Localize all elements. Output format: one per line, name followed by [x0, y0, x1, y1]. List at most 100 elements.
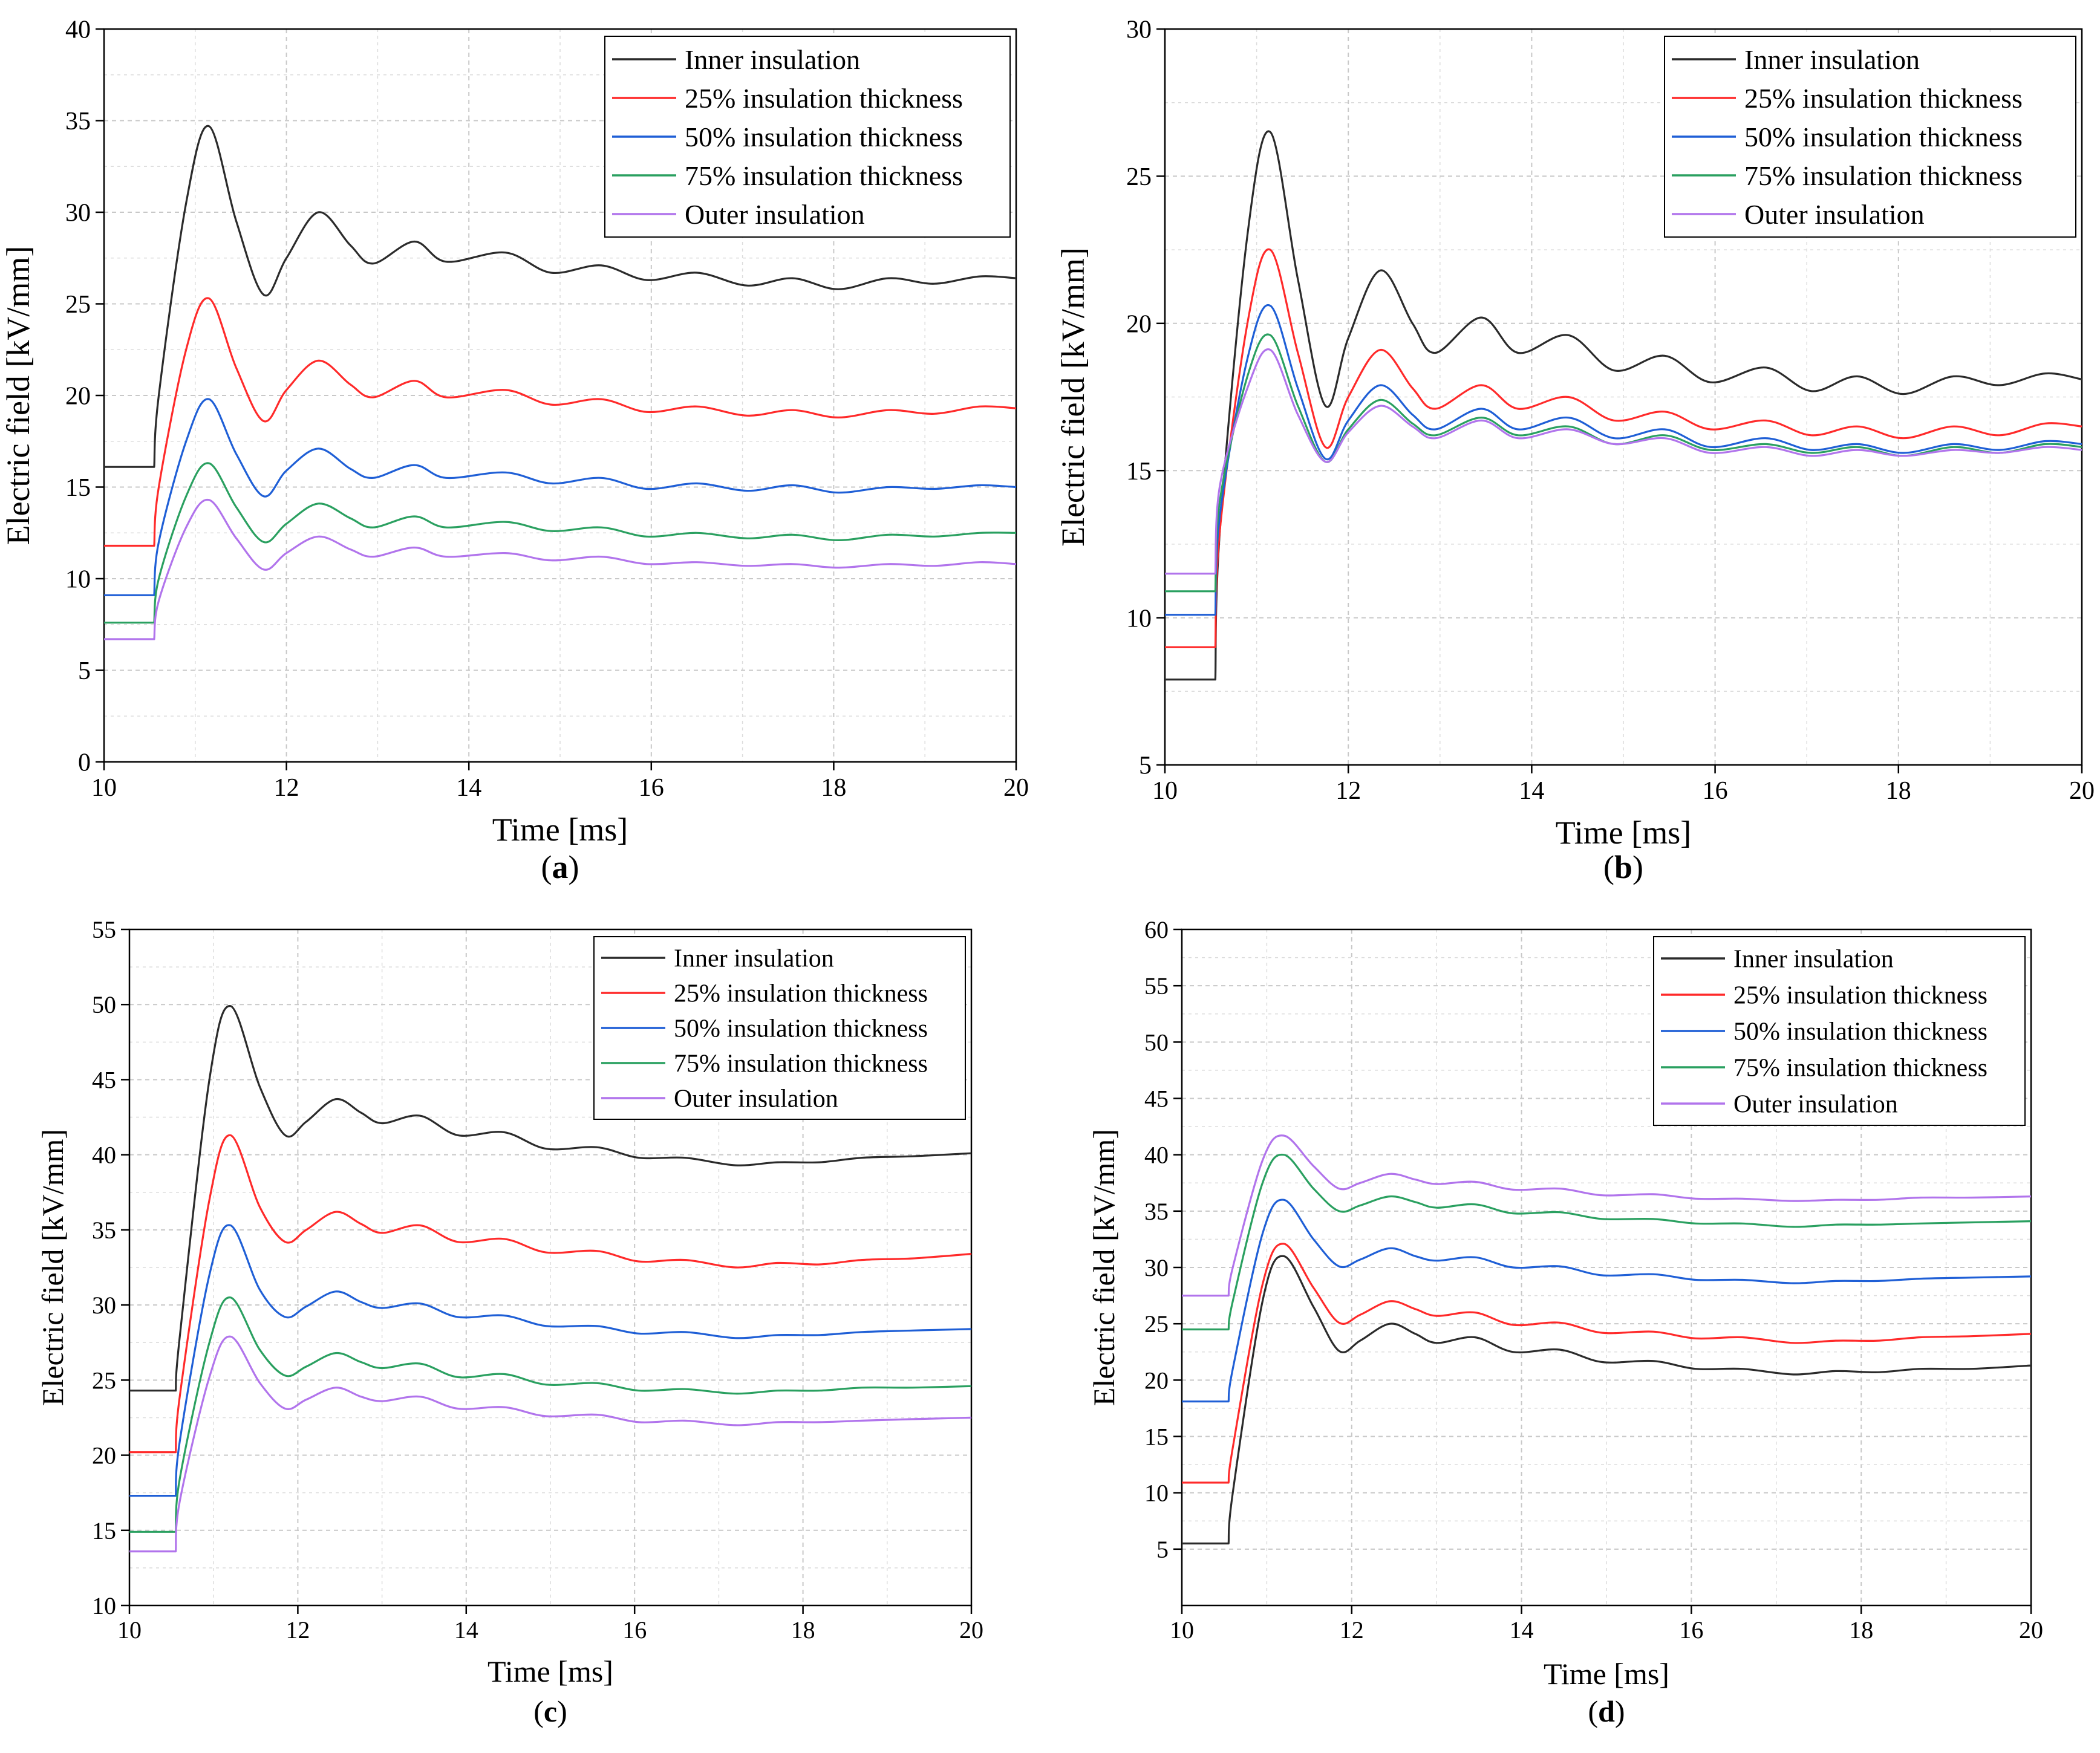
legend-label: Outer insulation [1733, 1091, 1898, 1119]
x-tick-label: 20 [959, 1616, 983, 1644]
ticks: 10 12 14 16 18 20 10 15 20 25 30 35 40 45 50 55 [92, 916, 983, 1644]
y-tick-label: 45 [92, 1066, 116, 1093]
series-line [104, 398, 1017, 596]
legend: Inner insulation 25% insulation thickness… [1653, 936, 2026, 1126]
y-tick-label: 30 [65, 200, 91, 227]
y-tick-label: 20 [1144, 1367, 1169, 1394]
series-line [129, 1005, 972, 1392]
legend: Inner insulation 25% insulation thickness… [593, 936, 966, 1120]
x-axis-label: Time [ms] [492, 811, 628, 848]
x-tick-label: 16 [622, 1616, 647, 1644]
x-tick-label: 14 [1519, 777, 1544, 805]
legend-label: Inner insulation [685, 44, 860, 75]
series-line [1182, 1198, 2032, 1403]
caption-letter: a [552, 849, 569, 885]
series-line [1182, 1243, 2032, 1484]
y-tick-label: 10 [1126, 605, 1152, 633]
series-line [1165, 130, 2082, 681]
caption-open: ( [1588, 1694, 1598, 1728]
series-line [104, 498, 1017, 640]
x-tick-label: 16 [1703, 777, 1728, 805]
legend-label: Inner insulation [674, 945, 834, 973]
x-tick-label: 12 [1340, 1616, 1364, 1644]
y-tick-label: 40 [1144, 1142, 1169, 1169]
caption-letter: c [544, 1694, 557, 1728]
legend-label: 75% insulation thickness [1744, 160, 2023, 191]
x-tick-label: 16 [639, 774, 664, 802]
x-tick-label: 20 [2019, 1616, 2043, 1644]
y-tick-label: 25 [65, 291, 91, 319]
y-tick-label: 15 [1126, 458, 1152, 486]
series-line [1165, 348, 2082, 575]
y-tick-label: 5 [1139, 752, 1152, 780]
panel-caption: (b) [1603, 849, 1643, 885]
legend-label: 25% insulation thickness [674, 980, 928, 1008]
series-line [129, 1224, 972, 1497]
x-tick-label: 18 [1886, 777, 1911, 805]
x-tick-label: 14 [456, 774, 481, 802]
caption-open: ( [541, 849, 552, 885]
y-tick-label: 25 [1144, 1310, 1169, 1338]
caption-open: ( [1603, 849, 1614, 885]
x-tick-label: 10 [117, 1616, 142, 1644]
y-axis-label: Electric field [kV/mm] [1055, 247, 1091, 547]
chart-d: 10 12 14 16 18 20 5 10 15 20 25 30 35 40 45 50 55 60 Time … [1087, 916, 2043, 1728]
legend-label: Outer insulation [674, 1085, 838, 1113]
y-tick-label: 25 [1126, 163, 1152, 191]
y-axis-label: Electric field [kV/mm] [36, 1129, 70, 1406]
x-tick-label: 10 [1152, 777, 1178, 805]
y-axis-label: Electric field [kV/mm] [0, 246, 36, 545]
x-tick-label: 14 [454, 1616, 478, 1644]
series-line [1182, 1153, 2032, 1331]
x-tick-label: 20 [2069, 777, 2095, 805]
x-tick-label: 20 [1003, 774, 1029, 802]
chart-panel-b: 10 12 14 16 18 20 5 10 15 20 25 30 Time [ms] Electric… [1050, 0, 2100, 892]
caption-close: ) [1615, 1694, 1625, 1728]
y-tick-label: 30 [1144, 1254, 1169, 1281]
y-tick-label: 55 [1144, 972, 1169, 1000]
caption-letter: b [1614, 849, 1632, 885]
y-tick-label: 15 [1144, 1423, 1169, 1451]
plot-frame [128, 928, 973, 1607]
legend-label: Inner insulation [1733, 946, 1894, 974]
legend-label: 50% insulation thickness [1733, 1018, 1988, 1046]
legend-label: 75% insulation thickness [674, 1050, 928, 1078]
ticks: 10 12 14 16 18 20 0 5 10 15 20 25 30 35 40 [65, 16, 1029, 802]
y-tick-label: 20 [65, 383, 91, 411]
x-tick-label: 14 [1510, 1616, 1534, 1644]
y-tick-label: 10 [1144, 1480, 1169, 1507]
grid [1165, 29, 2082, 765]
y-tick-label: 30 [1126, 16, 1152, 44]
series-line [1182, 1255, 2032, 1545]
chart-panel-d: 10 12 14 16 18 20 5 10 15 20 25 30 35 40 45 50 55 60 Time … [1050, 892, 2100, 1753]
legend-label: 50% insulation thickness [1744, 122, 2023, 152]
legend-label: 75% insulation thickness [1733, 1055, 1988, 1082]
x-tick-label: 10 [1170, 1616, 1194, 1644]
caption-close: ) [1632, 849, 1643, 885]
y-tick-label: 40 [92, 1142, 116, 1169]
panel-caption: (a) [541, 849, 579, 885]
x-axis-label: Time [ms] [1556, 815, 1692, 851]
series-line [104, 462, 1017, 624]
series-lines [104, 125, 1017, 640]
y-axis-label: Electric field [kV/mm] [1087, 1129, 1121, 1406]
series-lines [1165, 130, 2082, 681]
y-tick-label: 15 [65, 474, 91, 502]
y-tick-label: 10 [65, 566, 91, 594]
y-tick-label: 20 [92, 1442, 116, 1469]
series-line [104, 125, 1017, 468]
x-tick-label: 12 [1335, 777, 1361, 805]
y-tick-label: 0 [78, 749, 91, 777]
legend: Inner insulation 25% insulation thickness… [1664, 36, 2076, 238]
legend-label: Inner insulation [1744, 44, 1920, 75]
x-tick-label: 18 [791, 1616, 815, 1644]
y-tick-label: 35 [1144, 1198, 1169, 1225]
caption-letter: d [1598, 1694, 1615, 1728]
x-tick-label: 18 [821, 774, 846, 802]
series-line [1165, 248, 2082, 648]
series-line [129, 1296, 972, 1533]
legend-label: 50% insulation thickness [685, 122, 963, 152]
x-axis-label: Time [ms] [488, 1654, 613, 1688]
caption-close: ) [557, 1694, 567, 1728]
